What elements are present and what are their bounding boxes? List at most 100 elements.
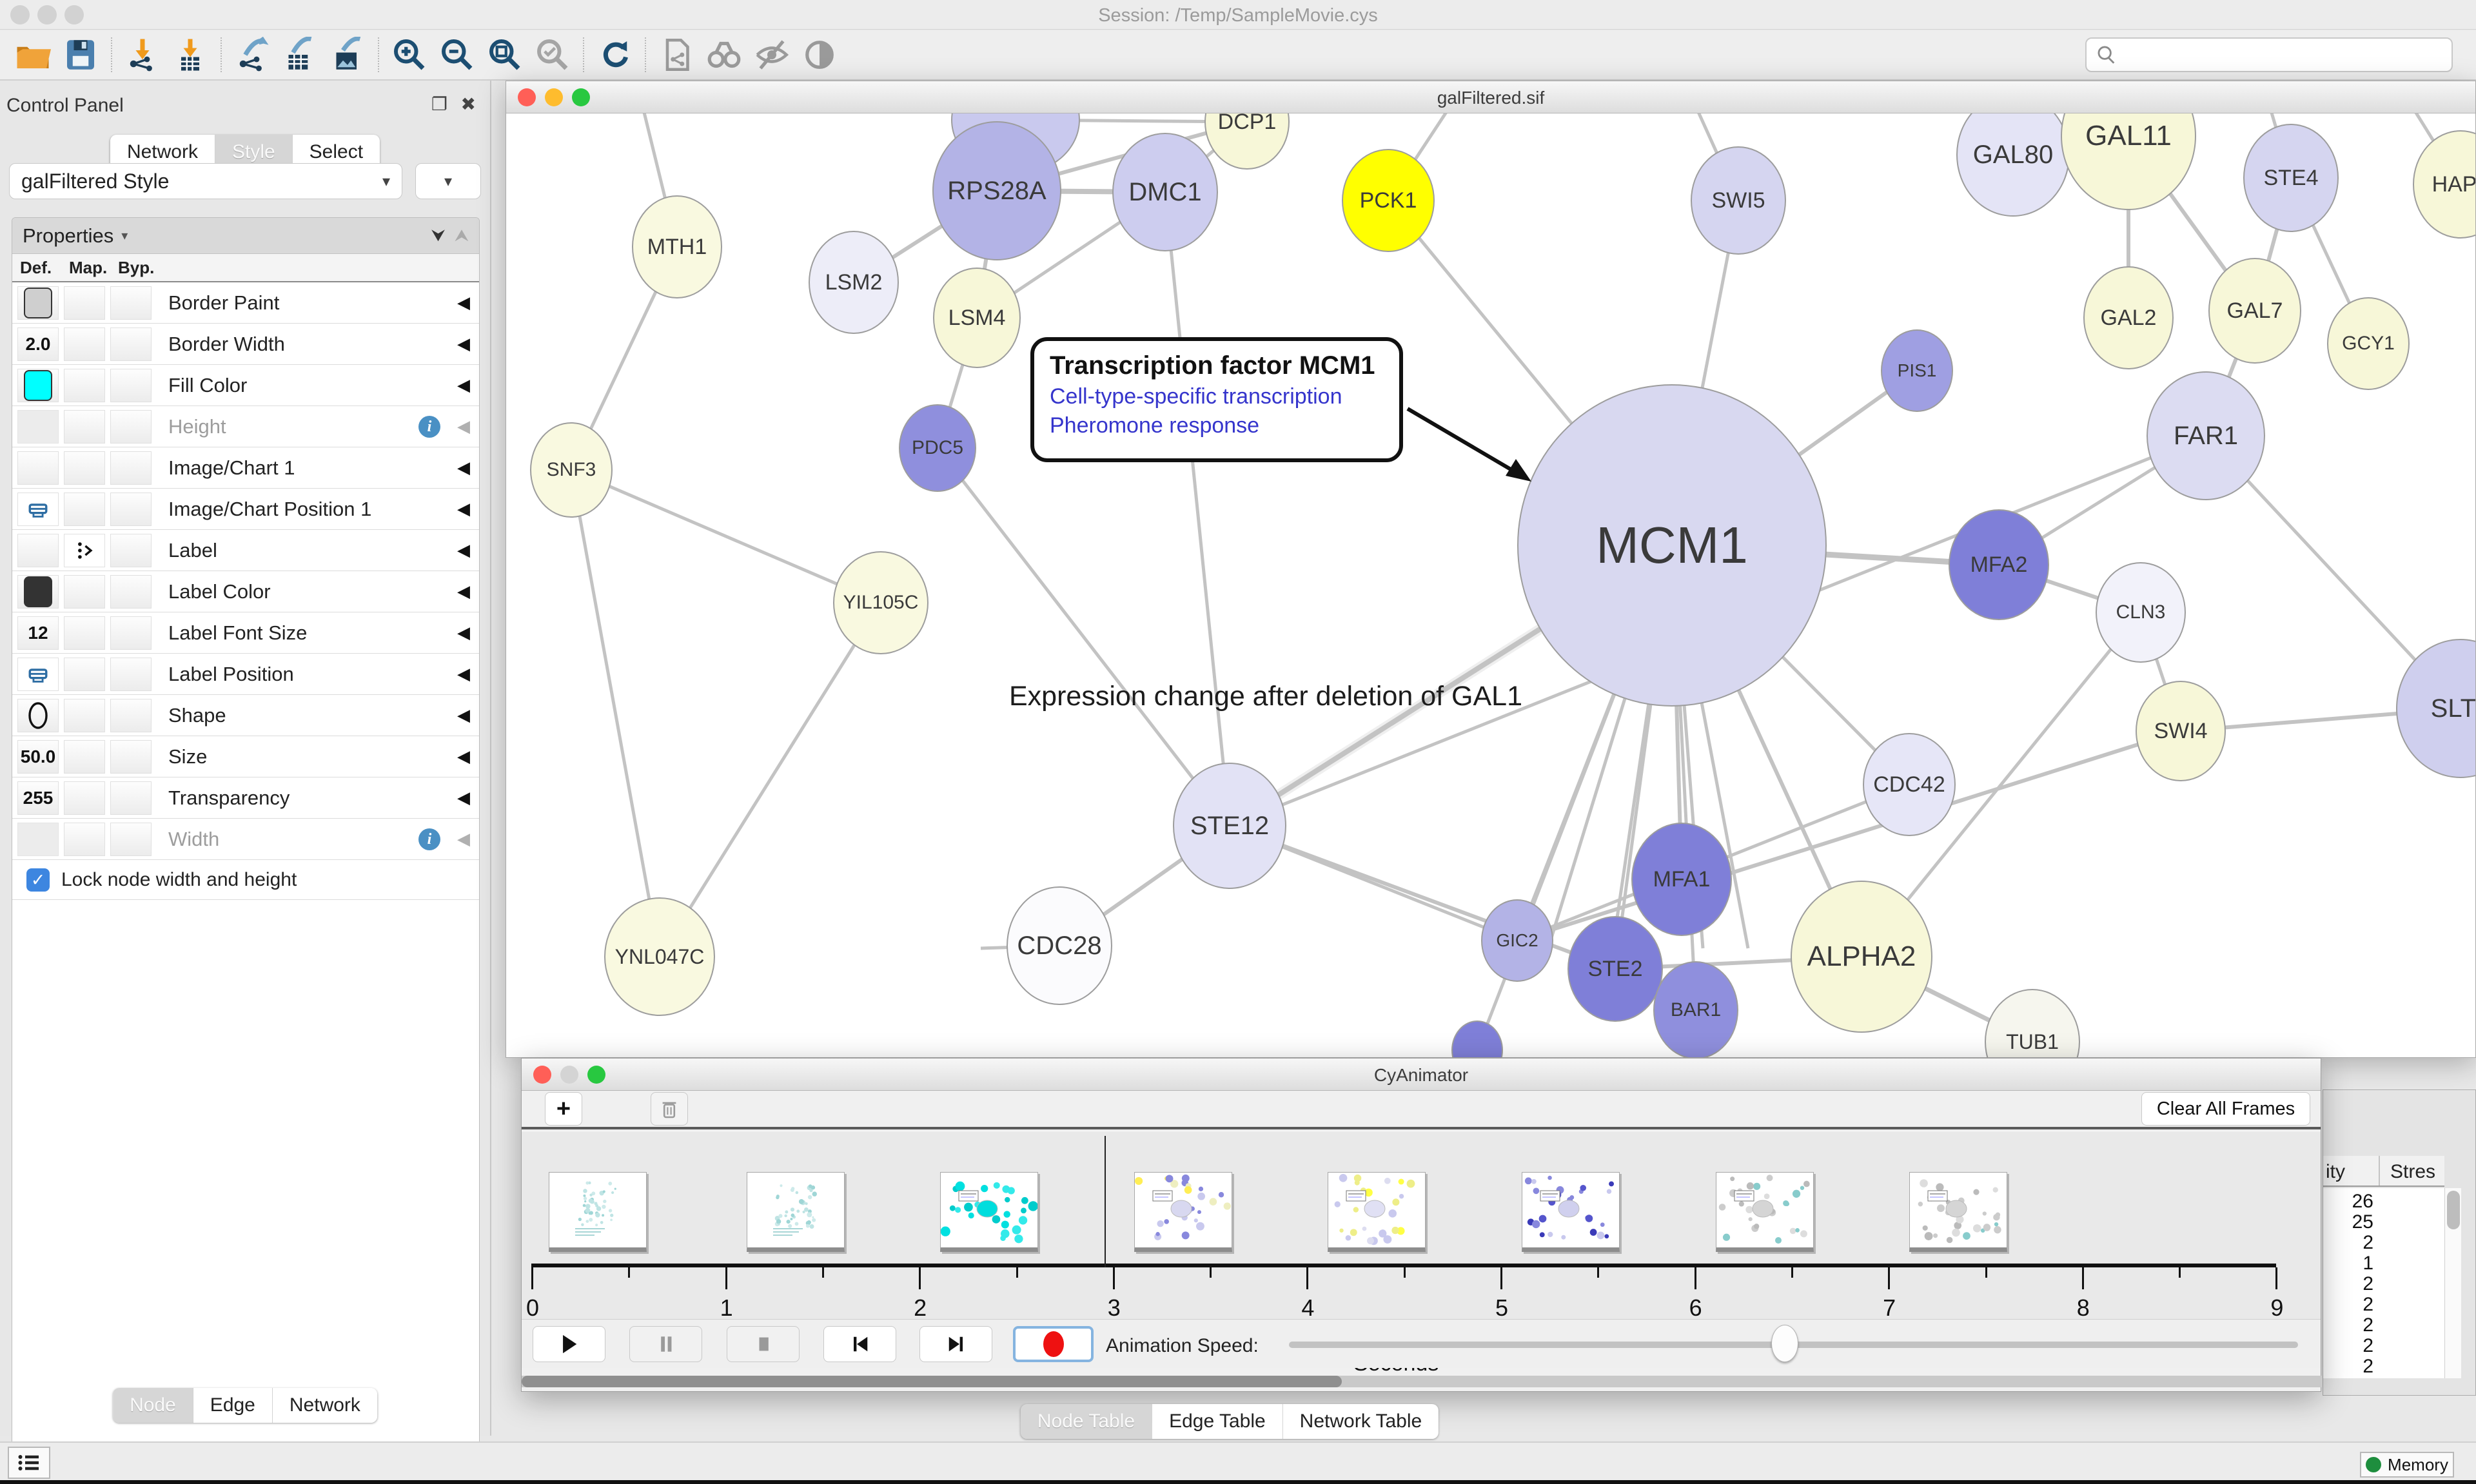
table-cell[interactable]: 26 [2352, 1191, 2373, 1212]
property-row-border-paint[interactable]: Border Paint ◀ [12, 282, 479, 324]
network-node-GCY1[interactable]: GCY1 [2327, 297, 2410, 390]
expand-row-icon[interactable]: ◀ [457, 664, 470, 683]
annotation-link[interactable]: Cell-type-specific transcription [1050, 384, 1342, 409]
stop-button[interactable] [727, 1326, 800, 1362]
expand-row-icon[interactable]: ◀ [457, 458, 470, 477]
zoom-in-icon[interactable] [386, 35, 433, 75]
mapping-value-cell[interactable] [64, 451, 105, 485]
mapping-value-cell[interactable] [64, 698, 105, 732]
network-node-SNF3[interactable]: SNF3 [530, 422, 613, 518]
document-network-icon[interactable] [653, 35, 700, 75]
minimize-icon[interactable] [545, 88, 563, 106]
bypass-value-cell[interactable] [110, 698, 152, 732]
cyanimator-horizontal-scrollbar[interactable] [522, 1376, 2322, 1387]
info-icon[interactable]: i [418, 415, 440, 438]
bypass-value-cell[interactable] [110, 492, 152, 526]
network-node-ALPHA2[interactable]: ALPHA2 [1791, 881, 1932, 1033]
skip-to-start-button[interactable] [823, 1326, 896, 1362]
animation-speed-knob[interactable] [1771, 1325, 1798, 1362]
task-history-button[interactable] [8, 1447, 50, 1479]
mapping-value-cell[interactable] [64, 739, 105, 774]
default-value-cell[interactable] [17, 533, 59, 567]
network-node-PDC5[interactable]: PDC5 [899, 404, 976, 492]
tab-node-table[interactable]: Node Table [1020, 1404, 1153, 1439]
default-value-cell[interactable]: 2.0 [17, 327, 59, 361]
cyanimator-titlebar[interactable]: CyAnimator [522, 1059, 2321, 1091]
expand-row-icon[interactable]: ◀ [457, 334, 470, 353]
bypass-value-cell[interactable] [110, 368, 152, 402]
memory-button[interactable]: Memory [2360, 1452, 2454, 1478]
maximize-icon[interactable] [572, 88, 590, 106]
search-input[interactable] [2085, 37, 2453, 72]
network-node-LSM2[interactable]: LSM2 [809, 231, 899, 334]
mapping-value-cell[interactable] [64, 533, 105, 567]
network-node-GIC2[interactable]: GIC2 [1481, 899, 1553, 982]
property-row-border-width[interactable]: 2.0 Border Width ◀ [12, 324, 479, 365]
style-options-dropdown[interactable]: ▾ [415, 163, 481, 199]
default-value-cell[interactable] [17, 451, 59, 485]
bypass-value-cell[interactable] [110, 781, 152, 815]
table-vertical-scrollbar[interactable] [2444, 1188, 2461, 1378]
property-row-image-chart-position-1[interactable]: Image/Chart Position 1 ◀ [12, 489, 479, 530]
frame-thumbnail-6[interactable] [1715, 1172, 1814, 1252]
table-cell[interactable]: 2 [2363, 1232, 2373, 1253]
mapping-value-cell[interactable] [64, 327, 105, 361]
property-row-height[interactable]: Height i ◀ [12, 406, 479, 447]
frame-thumbnail-1[interactable] [746, 1172, 845, 1252]
minimize-icon[interactable] [560, 1066, 578, 1084]
bypass-value-cell[interactable] [110, 286, 152, 320]
zoom-selected-icon[interactable] [529, 35, 576, 75]
default-value-cell[interactable] [17, 657, 59, 691]
network-node-MTH1[interactable]: MTH1 [632, 195, 722, 298]
export-table-icon[interactable] [276, 35, 324, 75]
property-row-label-position[interactable]: Label Position ◀ [12, 654, 479, 695]
default-value-cell[interactable]: 255 [17, 781, 59, 815]
import-table-icon[interactable] [166, 35, 214, 75]
property-row-label-font-size[interactable]: 12 Label Font Size ◀ [12, 612, 479, 654]
binoculars-icon[interactable] [700, 35, 748, 75]
bypass-value-cell[interactable] [110, 616, 152, 650]
network-node-MFA1[interactable]: MFA1 [1631, 823, 1732, 936]
scrollbar-thumb[interactable] [2447, 1191, 2460, 1229]
expand-row-icon[interactable]: ◀ [457, 581, 470, 601]
default-value-cell[interactable]: 12 [17, 616, 59, 650]
network-canvas[interactable]: RPS28A DMC1 DCP1 PCK1 MTH1 LSM2 LSM4 SNF3 PDC5 YI… [506, 113, 2475, 1057]
network-node-STE4[interactable]: STE4 [2243, 124, 2339, 232]
zoom-window-icon[interactable] [64, 5, 84, 24]
network-node-STE2[interactable]: STE2 [1567, 916, 1663, 1022]
table-cell[interactable]: 2 [2363, 1356, 2373, 1377]
style-selector-dropdown[interactable]: galFiltered Style ▾ [9, 163, 402, 199]
bypass-value-cell[interactable] [110, 739, 152, 774]
expand-row-icon[interactable]: ◀ [457, 788, 470, 807]
network-node-GAL80[interactable]: GAL80 [1956, 113, 2070, 217]
mapping-value-cell[interactable] [64, 781, 105, 815]
frame-thumbnail-3[interactable] [1134, 1172, 1232, 1252]
property-row-transparency[interactable]: 255 Transparency ◀ [12, 777, 479, 819]
network-node-CDC42[interactable]: CDC42 [1863, 733, 1956, 836]
property-row-width[interactable]: Width i ◀ [12, 819, 479, 860]
default-value-cell[interactable] [17, 368, 59, 402]
default-value-cell[interactable] [17, 698, 59, 732]
info-icon[interactable]: i [418, 828, 440, 850]
close-window-icon[interactable] [10, 5, 30, 24]
zoom-out-icon[interactable] [433, 35, 481, 75]
table-cell[interactable]: 25 [2352, 1211, 2373, 1233]
network-node-BAR1[interactable]: BAR1 [1653, 961, 1738, 1057]
skip-to-end-button[interactable] [919, 1326, 992, 1362]
bypass-value-cell[interactable] [110, 451, 152, 485]
network-node-LSM4[interactable]: LSM4 [933, 268, 1021, 368]
mapping-value-cell[interactable] [64, 286, 105, 320]
mapping-value-cell[interactable] [64, 409, 105, 444]
default-value-cell[interactable] [17, 492, 59, 526]
default-value-cell[interactable]: 50.0 [17, 739, 59, 774]
play-button[interactable] [533, 1326, 605, 1362]
hide-details-icon[interactable] [748, 35, 796, 75]
network-node-FAR1[interactable]: FAR1 [2147, 371, 2265, 500]
property-row-label-color[interactable]: Label Color ◀ [12, 571, 479, 612]
mapping-value-cell[interactable] [64, 574, 105, 609]
close-icon[interactable] [518, 88, 536, 106]
network-node-MFA2[interactable]: MFA2 [1949, 509, 2049, 620]
network-node-PCK1[interactable]: PCK1 [1342, 149, 1435, 252]
table-cell[interactable]: 2 [2363, 1335, 2373, 1356]
annotation-box[interactable]: Transcription factor MCM1 Cell-type-spec… [1030, 337, 1403, 462]
